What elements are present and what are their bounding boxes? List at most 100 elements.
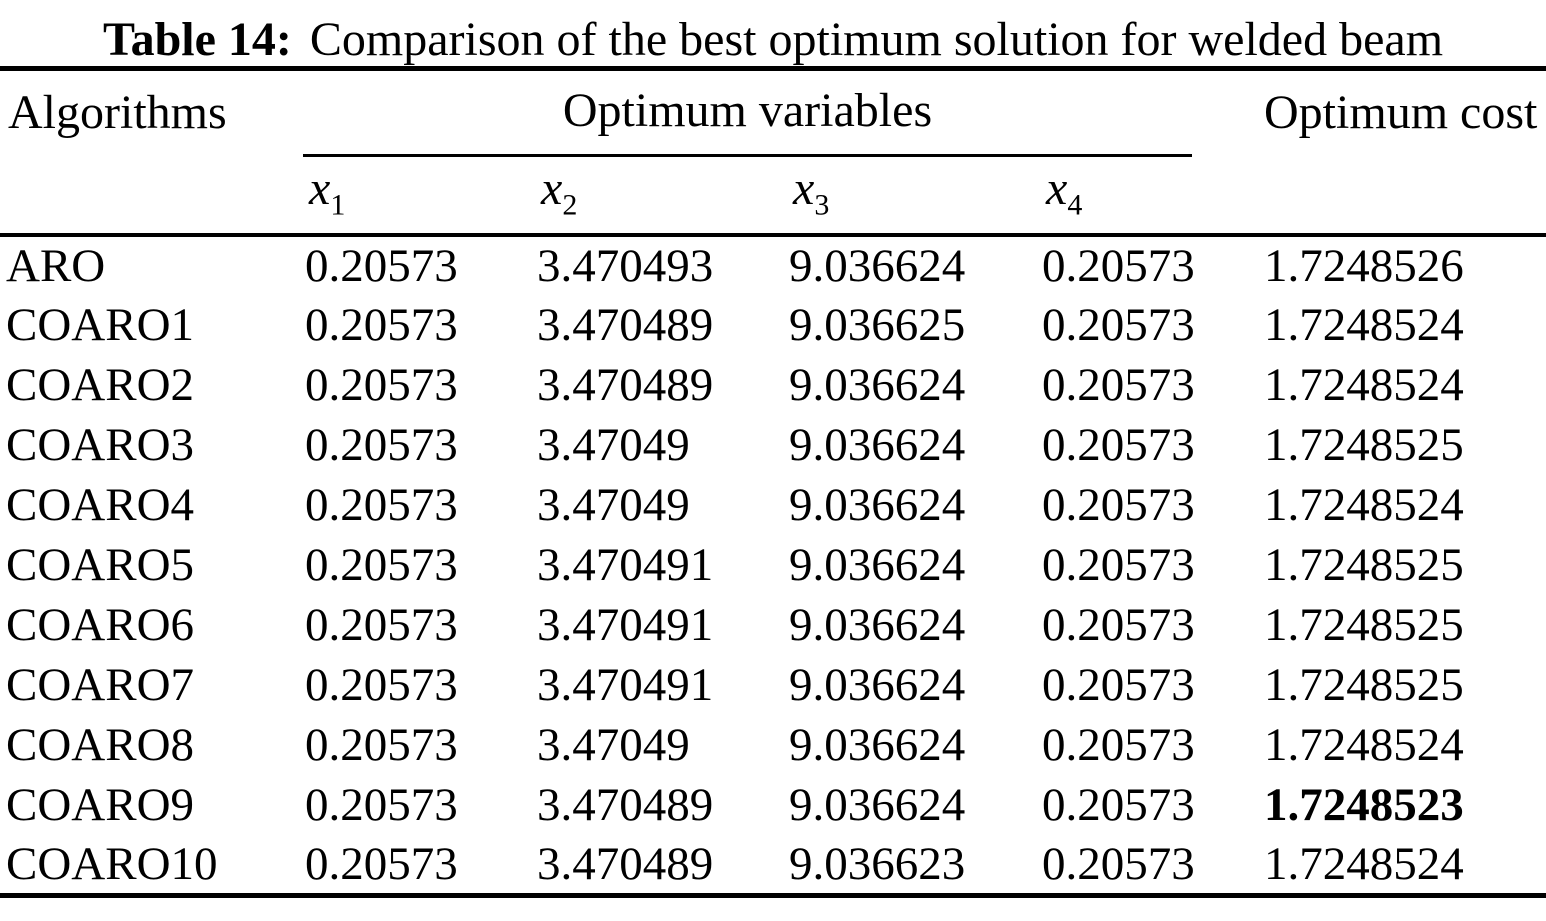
x4-cell: 0.20573 (1042, 599, 1195, 651)
x2-cell: 3.470491 (537, 599, 714, 651)
cost-cell: 1.7248525 (1264, 659, 1464, 711)
cost-cell: 1.7248524 (1264, 837, 1464, 890)
cost-cell: 1.7248524 (1264, 719, 1464, 771)
variable-x3-subscript: 3 (814, 188, 830, 222)
cost-cell: 1.7248523 (1264, 779, 1464, 831)
table-header: Algorithms Optimum variables Optimum cos… (0, 69, 1546, 236)
x2-cell: 3.47049 (537, 419, 690, 471)
algorithm-cell: COARO5 (6, 539, 195, 591)
column-header-x4: x4 (1040, 157, 1262, 235)
x2-cell: 3.470489 (537, 837, 714, 890)
column-header-x2: x2 (535, 157, 787, 235)
variable-x4-subscript: 4 (1067, 188, 1083, 222)
table-row: COARO4 0.20573 3.47049 9.036624 0.20573 1.724… (0, 475, 1546, 535)
x1-cell: 0.20573 (305, 299, 458, 351)
table-row: COARO3 0.20573 3.47049 9.036624 0.20573 1.724… (0, 415, 1546, 475)
cost-cell: 1.7248525 (1264, 539, 1464, 591)
table-row: COARO6 0.20573 3.470491 9.036624 0.20573 1.72… (0, 595, 1546, 655)
group-wrap: Optimum variables (303, 71, 1192, 157)
x4-cell: 0.20573 (1042, 479, 1195, 531)
x3-cell: 9.036624 (789, 779, 966, 831)
algorithm-cell: COARO3 (6, 419, 195, 471)
x4-cell: 0.20573 (1042, 719, 1195, 771)
table-row: COARO9 0.20573 3.470489 9.036624 0.20573 1.72… (0, 775, 1546, 835)
x4-cell: 0.20573 (1042, 419, 1195, 471)
x1-cell: 0.20573 (305, 779, 458, 831)
x2-cell: 3.470493 (537, 240, 714, 292)
algorithm-cell: COARO1 (6, 299, 195, 351)
x2-cell: 3.47049 (537, 479, 690, 531)
cost-cell: 1.7248526 (1264, 240, 1464, 292)
x4-cell: 0.20573 (1042, 299, 1195, 351)
cost-cell: 1.7248525 (1264, 599, 1464, 651)
table-row: COARO10 0.20573 3.470489 9.036623 0.20573 1.7… (0, 835, 1546, 895)
variable-x2-subscript: 2 (562, 188, 578, 222)
x3-cell: 9.036624 (789, 419, 966, 471)
x4-cell: 0.20573 (1042, 240, 1195, 292)
x4-cell: 0.20573 (1042, 539, 1195, 591)
algorithm-cell: COARO9 (6, 779, 195, 831)
variable-x2-base: x (541, 162, 563, 216)
table-row: COARO5 0.20573 3.470491 9.036624 0.20573 1.72… (0, 535, 1546, 595)
column-header-x3: x3 (787, 157, 1040, 235)
x3-cell: 9.036624 (789, 539, 966, 591)
caption-text: Comparison of the best optimum solution … (309, 13, 1444, 66)
x3-cell: 9.036624 (789, 599, 966, 651)
algorithm-cell: COARO8 (6, 719, 195, 771)
x1-cell: 0.20573 (305, 599, 458, 651)
x2-cell: 3.470489 (537, 299, 714, 351)
header-row-groups: Algorithms Optimum variables Optimum cos… (0, 69, 1546, 157)
x1-cell: 0.20573 (305, 539, 458, 591)
header-row-variables: x1 x2 x3 x4 (0, 157, 1546, 235)
variable-x1-base: x (309, 162, 331, 216)
x2-cell: 3.470491 (537, 659, 714, 711)
x1-cell: 0.20573 (305, 837, 458, 890)
x4-cell: 0.20573 (1042, 659, 1195, 711)
column-header-algorithms: Algorithms (8, 86, 227, 139)
x1-cell: 0.20573 (305, 240, 458, 292)
comparison-table: Algorithms Optimum variables Optimum cos… (0, 66, 1546, 898)
table-row: COARO8 0.20573 3.47049 9.036624 0.20573 1.724… (0, 715, 1546, 775)
x4-cell: 0.20573 (1042, 779, 1195, 831)
column-group-optimum-variables: Optimum variables (303, 69, 1262, 157)
table-caption: Table 14: Comparison of the best optimum … (0, 0, 1546, 66)
algorithm-cell: COARO4 (6, 479, 195, 531)
x4-cell: 0.20573 (1042, 837, 1195, 890)
column-header-x1: x1 (303, 157, 535, 235)
x1-cell: 0.20573 (305, 359, 458, 411)
x4-cell: 0.20573 (1042, 359, 1195, 411)
x3-cell: 9.036625 (789, 299, 966, 351)
x3-cell: 9.036624 (789, 479, 966, 531)
cost-cell: 1.7248524 (1264, 299, 1464, 351)
x2-cell: 3.470489 (537, 359, 714, 411)
x3-cell: 9.036624 (789, 659, 966, 711)
table-row: ARO 0.20573 3.470493 9.036624 0.20573 1.72485… (0, 235, 1546, 295)
group-underline-rule (303, 154, 1192, 157)
variable-x1-subscript: 1 (330, 188, 346, 222)
x3-cell: 9.036624 (789, 719, 966, 771)
x1-cell: 0.20573 (305, 419, 458, 471)
variable-x3-base: x (793, 162, 815, 216)
x3-cell: 9.036624 (789, 240, 966, 292)
x3-cell: 9.036623 (789, 837, 966, 890)
caption-label: Table 14: (102, 13, 292, 66)
algorithm-cell: COARO2 (6, 359, 195, 411)
table-row: COARO2 0.20573 3.470489 9.036624 0.20573 1.72… (0, 355, 1546, 415)
group-label-optimum-variables: Optimum variables (562, 84, 933, 137)
variable-x4-base: x (1046, 162, 1068, 216)
table-row: COARO7 0.20573 3.470491 9.036624 0.20573 1.72… (0, 655, 1546, 715)
cost-cell: 1.7248525 (1264, 419, 1464, 471)
x3-cell: 9.036624 (789, 359, 966, 411)
algorithm-cell: COARO7 (6, 659, 195, 711)
x1-cell: 0.20573 (305, 719, 458, 771)
x2-cell: 3.470489 (537, 779, 714, 831)
x2-cell: 3.470491 (537, 539, 714, 591)
x1-cell: 0.20573 (305, 659, 458, 711)
cost-cell: 1.7248524 (1264, 479, 1464, 531)
x1-cell: 0.20573 (305, 479, 458, 531)
table-row: COARO1 0.20573 3.470489 9.036625 0.20573 1.72… (0, 295, 1546, 355)
algorithm-cell: COARO6 (6, 599, 195, 651)
cost-cell: 1.7248524 (1264, 359, 1464, 411)
table-body: ARO 0.20573 3.470493 9.036624 0.20573 1.72485… (0, 235, 1546, 895)
